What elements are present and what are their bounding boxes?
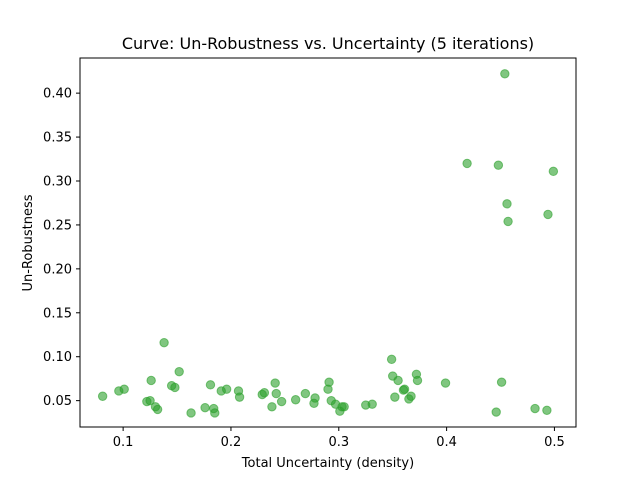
data-point xyxy=(543,209,553,220)
data-point xyxy=(234,392,245,402)
data-point xyxy=(300,388,311,399)
data-point xyxy=(491,407,501,417)
data-point xyxy=(267,402,277,412)
points-layer xyxy=(97,69,559,418)
y-axis-label: Un-Robustness xyxy=(21,194,36,291)
data-point xyxy=(393,375,403,386)
chart-title: Curve: Un-Robustness vs. Uncertainty (5 … xyxy=(122,34,534,53)
x-tick-label: 0.3 xyxy=(328,435,349,450)
data-point xyxy=(502,199,512,209)
y-tick-label: 0.35 xyxy=(43,131,72,146)
data-point xyxy=(145,395,155,406)
x-tick-label: 0.1 xyxy=(113,435,134,450)
data-point xyxy=(270,378,280,388)
data-point xyxy=(542,405,552,416)
x-tick-label: 0.2 xyxy=(221,435,242,450)
data-point xyxy=(97,391,108,401)
x-axis-label: Total Uncertainty (density) xyxy=(241,456,414,471)
data-point xyxy=(210,408,220,418)
data-point xyxy=(271,388,281,399)
data-point xyxy=(152,404,163,415)
data-point xyxy=(386,354,397,365)
data-point xyxy=(339,402,349,412)
x-axis-ticks: 0.1 0.2 0.3 0.4 0.5 xyxy=(113,427,565,450)
data-point xyxy=(500,69,510,79)
data-point xyxy=(170,382,180,393)
data-point xyxy=(399,384,410,394)
data-point xyxy=(276,396,287,407)
x-tick-label: 0.4 xyxy=(436,435,457,450)
data-point xyxy=(462,158,472,169)
data-point xyxy=(146,375,156,386)
plot-area-frame xyxy=(79,57,577,428)
data-point xyxy=(186,408,196,418)
y-tick-label: 0.10 xyxy=(43,350,72,365)
data-point xyxy=(200,402,210,413)
data-point xyxy=(310,393,320,403)
data-point xyxy=(412,375,423,386)
data-point xyxy=(324,377,334,387)
data-point xyxy=(548,166,559,177)
data-point xyxy=(440,378,451,388)
y-tick-label: 0.20 xyxy=(43,262,72,277)
y-tick-label: 0.30 xyxy=(43,175,72,190)
y-tick-label: 0.40 xyxy=(43,87,72,102)
data-point xyxy=(221,384,232,394)
y-tick-label: 0.05 xyxy=(43,394,72,409)
y-tick-label: 0.25 xyxy=(43,218,72,233)
data-point xyxy=(205,380,216,390)
x-tick-label: 0.5 xyxy=(544,435,565,450)
data-point xyxy=(259,388,270,398)
data-point xyxy=(367,399,377,409)
data-point xyxy=(159,337,169,348)
data-point xyxy=(290,395,301,405)
y-tick-label: 0.15 xyxy=(43,306,72,321)
data-point xyxy=(390,392,400,402)
data-point xyxy=(119,384,129,394)
data-point xyxy=(496,377,507,387)
data-point xyxy=(503,216,513,227)
y-axis-ticks: 0.05 0.10 0.15 0.20 0.25 0.30 0.35 0.40 xyxy=(43,87,80,409)
data-point xyxy=(406,391,416,401)
data-point xyxy=(493,160,504,170)
data-point xyxy=(174,366,184,377)
data-point xyxy=(530,403,540,414)
